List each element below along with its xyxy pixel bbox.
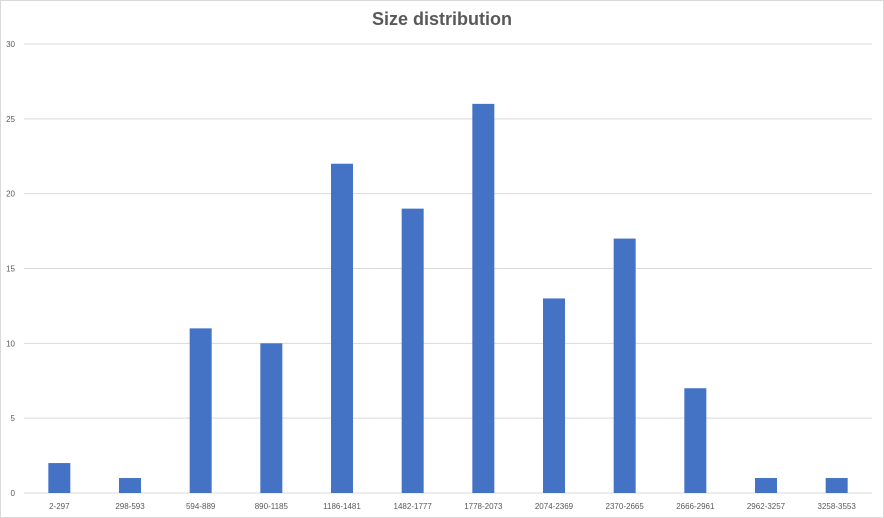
y-tick-label: 20 (6, 190, 15, 199)
y-tick-label: 30 (6, 40, 15, 49)
bar (755, 478, 777, 493)
x-tick-label: 2074-2369 (535, 502, 574, 511)
bar (825, 478, 848, 493)
bar (48, 463, 71, 493)
bar (613, 238, 636, 493)
bar (331, 163, 353, 493)
bar (472, 103, 495, 493)
y-tick-label: 25 (6, 115, 15, 124)
bar (684, 388, 707, 493)
y-tick-label: 15 (6, 265, 15, 274)
x-tick-label: 3258-3553 (818, 502, 857, 511)
x-tick-label: 1482-1777 (394, 502, 433, 511)
y-tick-label: 0 (11, 489, 16, 498)
y-tick-label: 10 (6, 339, 15, 348)
x-tick-label: 1778-2073 (464, 502, 503, 511)
bar (189, 328, 212, 493)
bar (401, 208, 424, 493)
bar (119, 478, 141, 493)
bar (260, 343, 283, 493)
x-tick-label: 594-889 (186, 502, 216, 511)
x-tick-label: 2-297 (49, 502, 70, 511)
x-tick-label: 2962-3257 (747, 502, 786, 511)
bar (543, 298, 565, 493)
x-tick-label: 2370-2665 (606, 502, 645, 511)
x-tick-label: 298-593 (115, 502, 145, 511)
x-tick-label: 1186-1481 (323, 502, 361, 511)
x-tick-label: 2666-2961 (676, 502, 715, 511)
y-tick-label: 5 (11, 414, 16, 423)
chart-title: Size distribution (371, 9, 512, 29)
x-tick-label: 890-1185 (255, 502, 289, 511)
